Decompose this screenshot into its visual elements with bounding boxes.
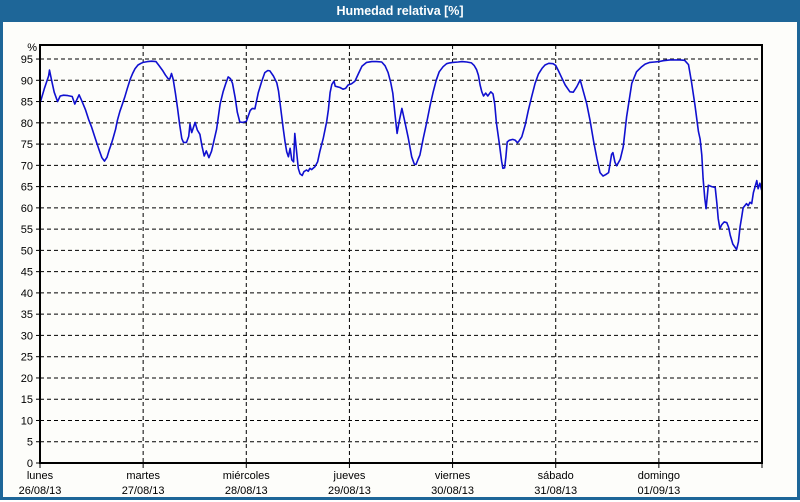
- series-lines: [39, 59, 763, 251]
- y-tick-label: 55: [21, 224, 33, 236]
- y-tick-label: 90: [21, 75, 33, 87]
- x-tick-weekday: martes: [126, 470, 160, 482]
- chart-panel: 0 5 10 15 20 25 30 35 40 45 50 55 60 65 70 75 80 85 90 95% l…: [3, 22, 797, 497]
- x-tick-weekday: lunes: [27, 470, 54, 482]
- x-tick-weekday: miércoles: [223, 470, 271, 482]
- x-tick-date: 26/08/13: [19, 485, 62, 497]
- x-tick-date: 28/08/13: [225, 485, 268, 497]
- y-tick-label: 5: [27, 437, 33, 449]
- x-axis-labels: lunes 26/08/13 martes 27/08/13 miércoles 28/0…: [19, 470, 681, 497]
- gridlines: [40, 45, 762, 463]
- y-tick-label: 65: [21, 182, 33, 194]
- window-title-bar: Humedad relativa [%]: [0, 0, 800, 22]
- y-tick-label: 70: [21, 160, 33, 172]
- humidity-chart: 0 5 10 15 20 25 30 35 40 45 50 55 60 65 70 75 80 85 90 95% l…: [19, 42, 763, 497]
- y-axis-unit-label: %: [27, 42, 37, 54]
- y-tick-label: 50: [21, 245, 33, 257]
- x-tick-weekday: sábado: [538, 470, 574, 482]
- y-tick-label: 60: [21, 203, 33, 215]
- y-tick-label: 35: [21, 309, 33, 321]
- window-title: Humedad relativa [%]: [336, 4, 464, 18]
- y-tick-label: 45: [21, 267, 33, 279]
- x-tick-date: 30/08/13: [431, 485, 474, 497]
- y-tick-label: 40: [21, 288, 33, 300]
- x-tick-date: 27/08/13: [122, 485, 165, 497]
- y-tick-label: 10: [21, 415, 33, 427]
- y-tick-label: 15: [21, 394, 33, 406]
- x-tick-date: 01/09/13: [637, 485, 680, 497]
- x-tick-weekday: viernes: [435, 470, 471, 482]
- x-tick-date: 29/08/13: [328, 485, 371, 497]
- x-tick-date: 31/08/13: [534, 485, 577, 497]
- y-tick-label: 85: [21, 97, 33, 109]
- y-tick-label: 0: [27, 458, 33, 470]
- y-tick-label: 20: [21, 373, 33, 385]
- y-tick-label: 95: [21, 54, 33, 66]
- y-tick-label: 30: [21, 330, 33, 342]
- y-tick-label: 25: [21, 352, 33, 364]
- y-tick-label: 80: [21, 118, 33, 130]
- plot-border: [39, 44, 763, 464]
- humidity-series-line: [39, 59, 763, 251]
- y-tick-label: 75: [21, 139, 33, 151]
- x-tick-weekday: domingo: [638, 470, 680, 482]
- x-tick-weekday: jueves: [333, 470, 366, 482]
- y-axis-labels: 0 5 10 15 20 25 30 35 40 45 50 55 60 65 70 75 80 85 90 95%: [21, 42, 37, 470]
